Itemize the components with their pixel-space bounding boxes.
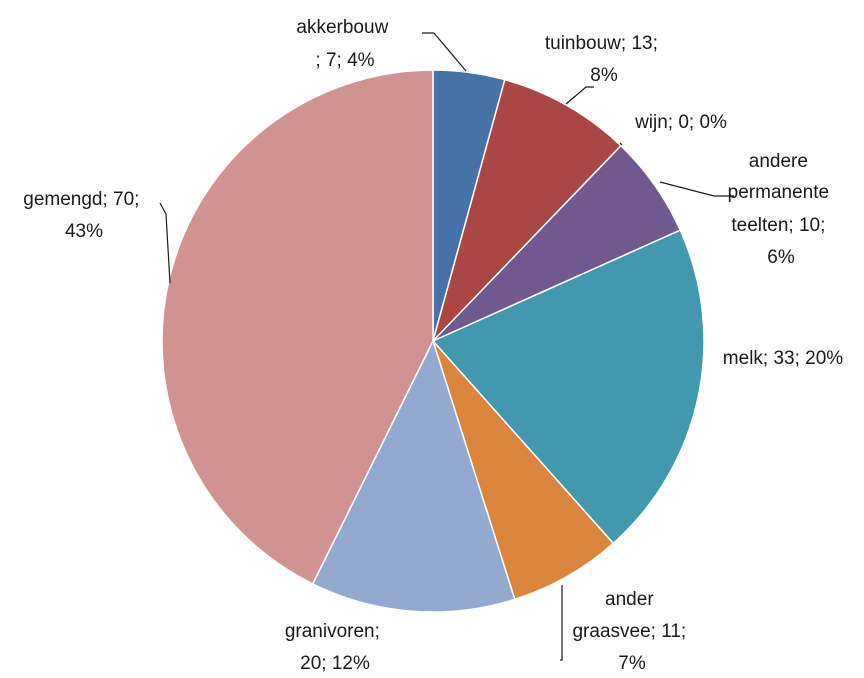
leader-line-gemengd (159, 202, 171, 284)
label-tuinbouw: tuinbouw; 13; 8% (545, 33, 663, 86)
label-melk-line-1: melk; 33; 20% (723, 348, 843, 369)
label-ander-graasvee-line-3: 7% (618, 653, 646, 674)
label-akkerbouw-line-2: ; 7; 4% (315, 50, 374, 71)
pie-slice-granivoren (311, 338, 516, 613)
label-ander-graasvee: ander graasvee; 11; 7% (572, 589, 691, 674)
pie-slice-tuinbouw (432, 78, 622, 342)
pie-slices (161, 69, 705, 613)
label-wijn: wijn; 0; 0% (634, 112, 727, 133)
leader-lines (159, 32, 734, 661)
label-andere-permanente-teelten-line-3: teelten; 10; (731, 215, 825, 236)
label-melk: melk; 33; 20% (723, 348, 843, 369)
label-tuinbouw-line-1: tuinbouw; 13; (545, 33, 658, 54)
label-granivoren-line-1: granivoren; (285, 621, 380, 642)
label-granivoren: granivoren; 20; 12% (285, 621, 385, 674)
pie-slice-melk (431, 229, 705, 545)
label-andere-permanente-teelten-line-4: 6% (767, 247, 795, 268)
leader-line-tuinbouw (565, 86, 594, 105)
label-granivoren-line-2: 20; 12% (300, 653, 370, 674)
label-ander-graasvee-line-1: ander (605, 589, 654, 610)
label-akkerbouw-line-1: akkerbouw (296, 17, 388, 38)
leader-line-ander-graasvee (560, 585, 563, 661)
leader-line-akkerbouw (422, 32, 467, 72)
label-gemengd-line-2: 43% (65, 221, 103, 242)
label-akkerbouw: akkerbouw ; 7; 4% (296, 17, 393, 71)
leader-line-andere-permanente-teelten (659, 181, 734, 197)
pie-slice-ander-graasvee (432, 340, 615, 601)
label-andere-permanente-teelten: andere permanente teelten; 10; 6% (728, 151, 835, 268)
label-ander-graasvee-line-2: graasvee; 11; (572, 621, 686, 642)
label-gemengd-line-1: gemengd; 70; (23, 189, 139, 210)
label-andere-permanente-teelten-line-2: permanente (728, 182, 829, 203)
label-andere-permanente-teelten-line-1: andere (749, 151, 808, 172)
data-labels: akkerbouw ; 7; 4% tuinbouw; 13; 8% wijn;… (23, 17, 843, 674)
label-gemengd: gemengd; 70; 43% (23, 189, 144, 242)
label-wijn-line-1: wijn; 0; 0% (634, 112, 727, 133)
label-tuinbouw-line-2: 8% (590, 65, 618, 86)
leader-line-wijn (619, 142, 623, 146)
